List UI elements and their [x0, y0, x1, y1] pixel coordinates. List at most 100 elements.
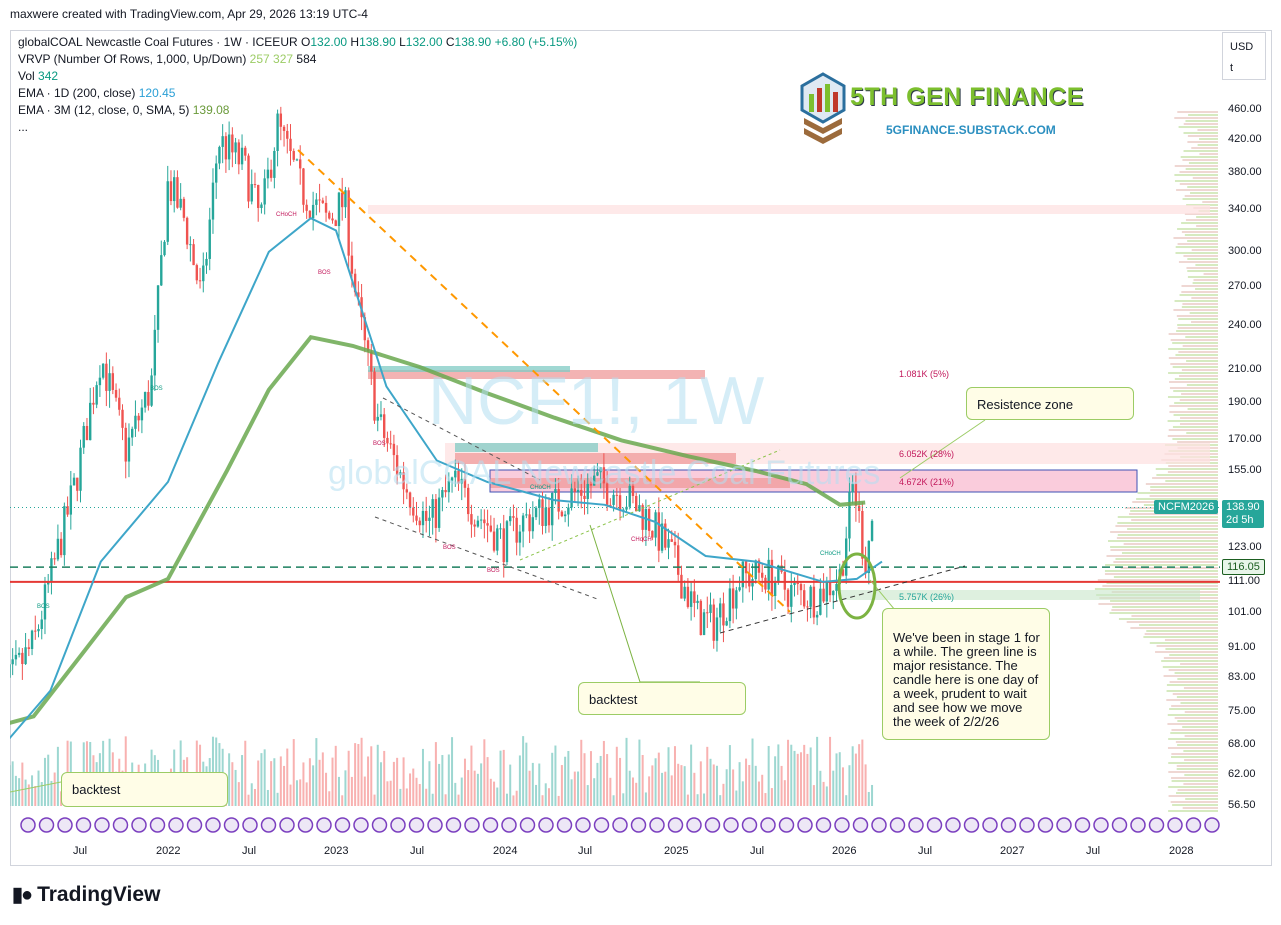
event-marker-icon — [760, 817, 776, 833]
candle-body — [832, 590, 835, 596]
candle-body — [350, 255, 354, 274]
candle-body — [628, 485, 631, 507]
candle-body — [431, 499, 434, 518]
candle-body — [357, 292, 360, 298]
legend-symbol-row[interactable]: globalCOAL Newcastle Coal Futures · 1W ·… — [18, 34, 577, 51]
volume-profile-row — [1187, 276, 1218, 278]
legend-vol-row[interactable]: Vol 342 — [18, 68, 577, 85]
candle-body — [586, 483, 589, 499]
volume-bar — [389, 780, 392, 806]
volume-profile-row — [1174, 717, 1218, 719]
price-tick-label: 83.00 — [1228, 671, 1256, 684]
volume-profile-row — [1150, 486, 1218, 488]
candle-body — [189, 244, 192, 246]
candle-body — [515, 517, 518, 543]
resistance-box — [489, 469, 1138, 493]
volume-bar — [431, 793, 434, 806]
volume-bar — [428, 761, 431, 806]
event-marker-icon — [815, 817, 832, 833]
volume-profile-row — [1113, 576, 1218, 578]
price-tick-label: 101.00 — [1228, 606, 1262, 619]
volume-bar — [541, 795, 544, 806]
volume-bar — [47, 754, 50, 806]
time-tick-label: 2024 — [493, 845, 518, 857]
volume-bar — [315, 738, 318, 806]
volume-bar — [344, 770, 347, 806]
volume-profile-row — [1170, 801, 1218, 803]
time-tick-label: 2025 — [664, 845, 689, 857]
candle-body — [386, 437, 389, 444]
candle-body — [467, 487, 470, 515]
volume-profile-row — [1176, 768, 1218, 770]
volume-bar — [396, 757, 399, 806]
ema-fast-line — [10, 217, 883, 740]
ema-3m-label: EMA · 3M (12, close, 0, SMA, 5) — [18, 103, 190, 117]
currency-unit-box[interactable]: USD t — [1222, 32, 1266, 80]
price-chart[interactable] — [10, 31, 1220, 865]
event-marker-icon — [908, 817, 924, 833]
volume-bar — [796, 753, 799, 806]
candle-body — [192, 244, 195, 266]
ohlc-high-label: H — [350, 35, 360, 49]
candle-body — [470, 514, 473, 525]
tradingview-logo[interactable]: ▮● TradingView — [12, 882, 160, 907]
price-tick-label: 111.00 — [1228, 574, 1261, 587]
candle-body — [27, 647, 31, 649]
volume-profile-row — [1171, 729, 1218, 731]
volume-bar — [454, 782, 457, 806]
event-marker-icon — [1000, 817, 1017, 833]
candle-body — [479, 519, 483, 521]
volume-profile-row — [1169, 405, 1218, 407]
ema-slow-line — [10, 334, 866, 725]
candle-body — [114, 389, 118, 398]
legend-ema3m-row[interactable]: EMA · 3M (12, close, 0, SMA, 5) 139.08 — [18, 102, 577, 119]
scale-label[interactable]: t — [1230, 62, 1234, 74]
backtest-callout[interactable]: backtest — [578, 682, 746, 715]
candle-body — [140, 407, 144, 421]
volume-bar — [738, 762, 741, 806]
legend-more[interactable]: ... — [18, 120, 29, 134]
volume-bar — [783, 780, 786, 806]
event-marker-icon — [852, 817, 869, 833]
candle-body — [538, 499, 541, 508]
volume-profile-row — [1117, 534, 1218, 536]
volume-bar — [273, 758, 276, 806]
ohlc-high: 138.90 — [359, 35, 396, 49]
volume-bar — [861, 739, 864, 806]
volume-profile-row — [1171, 780, 1218, 782]
volume-profile-row — [1181, 291, 1218, 293]
volume-profile-row — [1177, 243, 1218, 245]
volume-bar — [725, 769, 728, 806]
candle-body — [269, 169, 273, 178]
candle-body — [244, 147, 247, 156]
legend-ema1d-row[interactable]: EMA · 1D (200, close) 120.45 — [18, 85, 577, 102]
candle-body — [605, 483, 609, 505]
price-tick-label: 210.00 — [1228, 363, 1262, 376]
demand-zone — [840, 590, 1200, 600]
resistance-zone-callout[interactable]: Resistence zone — [966, 387, 1134, 420]
candle-body — [719, 603, 722, 618]
candle-body — [696, 600, 699, 604]
candle-body — [599, 467, 602, 473]
legend-vrvp-row[interactable]: VRVP (Number Of Rows, 1,000, Up/Down) 25… — [18, 51, 577, 68]
volume-profile-row — [1176, 330, 1218, 332]
candle-body — [822, 588, 825, 602]
candle-body — [819, 588, 822, 615]
volume-profile-row — [1202, 201, 1218, 203]
backtest-callout-small[interactable]: backtest — [61, 772, 228, 807]
candle-body — [560, 511, 564, 517]
candle-body — [85, 425, 89, 441]
candle-body — [483, 519, 486, 524]
candle-body — [596, 472, 599, 476]
volume-bar — [593, 778, 596, 806]
currency-label[interactable]: USD — [1230, 41, 1254, 53]
volume-bar — [493, 781, 496, 806]
volume-profile-row — [1175, 252, 1218, 254]
candle-body — [79, 447, 82, 491]
candle-body — [134, 415, 137, 429]
volume-bar — [515, 790, 518, 806]
analysis-note-callout[interactable]: We've been in stage 1 for a while. The g… — [882, 608, 1050, 740]
candle-body — [783, 571, 787, 590]
candle-body — [450, 477, 454, 481]
volume-bar — [260, 753, 263, 806]
